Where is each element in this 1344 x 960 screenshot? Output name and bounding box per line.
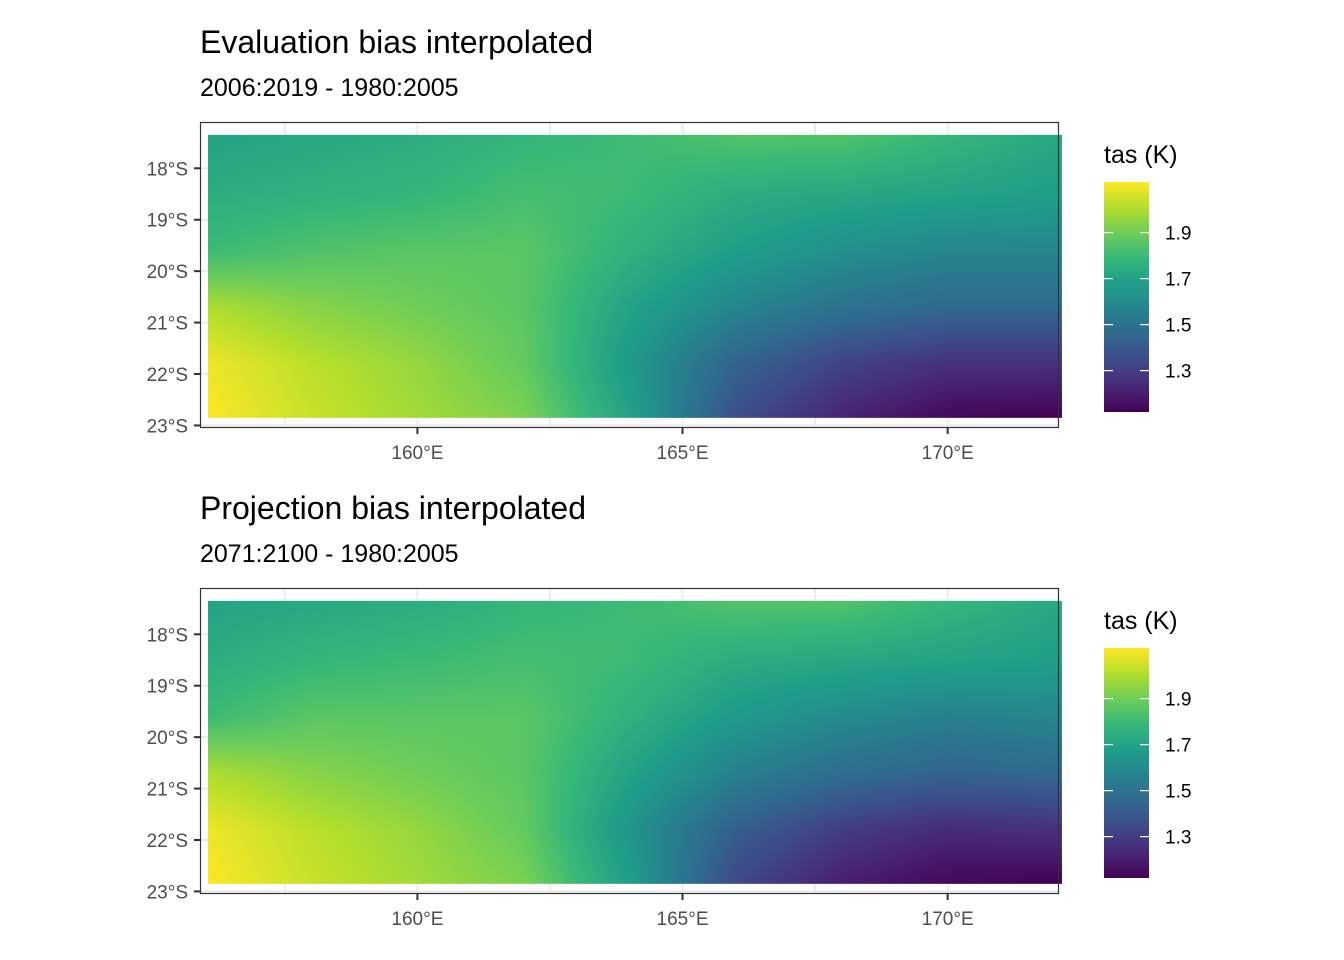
- heatmap-field: [207, 134, 1062, 418]
- legend-label: 1.3: [1165, 828, 1191, 849]
- y-tick-label: 20°S: [147, 262, 188, 283]
- plot-border: [199, 587, 1060, 895]
- y-tick-label: 21°S: [147, 780, 188, 801]
- legend-label: 1.9: [1165, 690, 1191, 711]
- chart-projection: 18°S 19°S 20°S 21°S 22°S 23°S 160°E 165°E 170°E t…: [147, 587, 1191, 930]
- legend-label: 1.9: [1165, 224, 1191, 245]
- legend-label: 1.3: [1165, 362, 1191, 383]
- x-tick-label: 165°E: [657, 443, 709, 464]
- y-tick-label: 22°S: [147, 365, 188, 386]
- y-tick-label: 21°S: [147, 314, 188, 335]
- y-tick-label: 23°S: [147, 882, 188, 903]
- legend-colorbar: [1104, 182, 1149, 412]
- y-tick-label: 19°S: [147, 211, 188, 232]
- y-tick-label: 23°S: [147, 416, 188, 437]
- chart-subtitle: 2071:2100 - 1980:2005: [200, 540, 459, 568]
- legend-title: tas (K): [1104, 607, 1178, 635]
- y-tick-label: 18°S: [147, 625, 188, 646]
- panel-evaluation: 18°S 19°S 20°S 21°S 22°S 23°S 160°E 165°E 170°E t…: [0, 0, 1344, 470]
- legend-title: tas (K): [1104, 141, 1178, 169]
- y-tick-label: 19°S: [147, 677, 188, 698]
- legend-label: 1.7: [1165, 270, 1191, 291]
- x-tick-label: 170°E: [922, 443, 974, 464]
- y-tick-label: 18°S: [147, 159, 188, 180]
- heatmap-field: [207, 600, 1062, 884]
- x-tick-label: 170°E: [922, 909, 974, 930]
- chart-title: Projection bias interpolated: [200, 490, 587, 526]
- chart-subtitle: 2006:2019 - 1980:2005: [200, 74, 459, 102]
- chart-title: Evaluation bias interpolated: [200, 24, 594, 60]
- panel-projection: 18°S 19°S 20°S 21°S 22°S 23°S 160°E 165°E 170°E t…: [0, 466, 1344, 936]
- chart-evaluation: 18°S 19°S 20°S 21°S 22°S 23°S 160°E 165°E 170°E t…: [147, 121, 1191, 464]
- legend-colorbar: [1104, 648, 1149, 878]
- legend-label: 1.5: [1165, 782, 1191, 803]
- plot-border: [199, 121, 1060, 429]
- y-tick-label: 20°S: [147, 728, 188, 749]
- x-tick-label: 160°E: [391, 443, 443, 464]
- legend-label: 1.5: [1165, 316, 1191, 337]
- legend-label: 1.7: [1165, 736, 1191, 757]
- x-tick-label: 165°E: [657, 909, 709, 930]
- y-tick-label: 22°S: [147, 831, 188, 852]
- x-tick-label: 160°E: [391, 909, 443, 930]
